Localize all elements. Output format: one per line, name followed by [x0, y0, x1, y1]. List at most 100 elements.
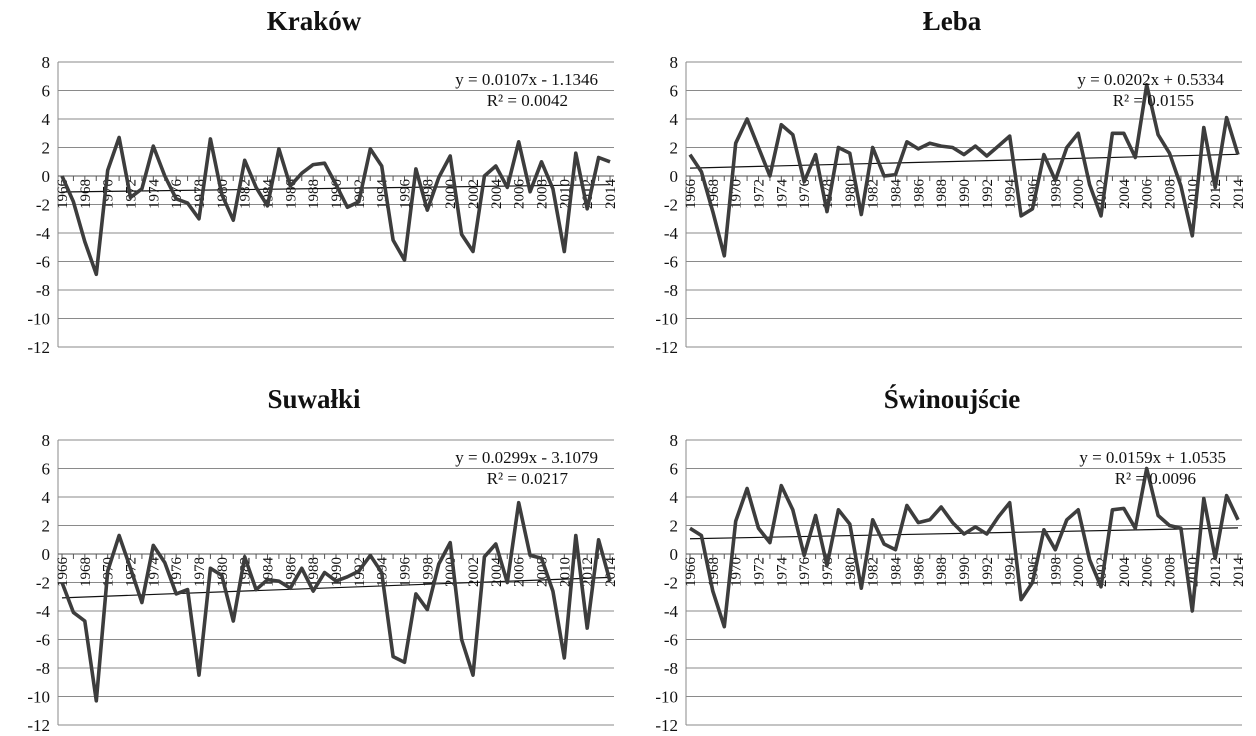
x-tick-label: 1986	[283, 557, 299, 588]
x-tick-label: 1996	[398, 557, 414, 588]
chart-title: Łeba	[922, 6, 982, 36]
y-tick-label: -10	[655, 310, 678, 329]
x-tick-label: 2012	[1208, 179, 1224, 209]
x-tick-label: 1988	[934, 557, 950, 587]
x-tick-label: 1986	[911, 557, 927, 588]
y-tick-label: 8	[670, 53, 679, 72]
data-series-line	[688, 83, 1240, 258]
x-tick-label: 1978	[192, 557, 208, 587]
trendline-equation: y = 0.0202x + 0.5334	[1077, 70, 1224, 89]
x-tick-label: 1988	[934, 179, 950, 209]
y-tick-label: 6	[670, 82, 679, 101]
y-tick-label: -2	[664, 574, 678, 593]
y-tick-label: -8	[36, 281, 50, 300]
x-tick-label: 1976	[797, 557, 813, 588]
trendline-r2: R² = 0.0155	[1113, 91, 1194, 110]
x-tick-label: 2014	[1231, 179, 1247, 210]
y-tick-label: -6	[664, 631, 678, 650]
y-tick-label: 4	[670, 110, 679, 129]
y-tick-label: -4	[664, 224, 679, 243]
x-tick-label: 1992	[980, 557, 996, 587]
x-tick-label: 1976	[169, 179, 185, 210]
x-tick-label: 1986	[283, 179, 299, 210]
x-tick-label: 1988	[306, 179, 322, 209]
y-tick-label: -6	[36, 253, 50, 272]
x-tick-label: 2004	[1117, 557, 1133, 588]
y-tick-label: -2	[36, 574, 50, 593]
y-tick-label: 2	[42, 139, 51, 158]
x-tick-label: 1996	[398, 179, 414, 210]
chart-title: Świnoujście	[883, 384, 1021, 414]
y-tick-label: -12	[27, 338, 50, 357]
data-series-line	[60, 500, 612, 703]
y-tick-label: -2	[664, 196, 678, 215]
chart-panel-leba: Łeba 8 6 4 2 0 -2 -4 -6 -8 -10 -12 1966 1968 1970 1972…	[628, 0, 1256, 368]
data-series-line	[689, 466, 1240, 629]
y-tick-label: 4	[670, 488, 679, 507]
x-tick-label: 1990	[329, 179, 345, 209]
y-tick-label: -10	[27, 688, 50, 707]
x-tick-label: 1982	[866, 179, 882, 209]
trendline-r2: R² = 0.0217	[487, 469, 569, 488]
y-tick-label: -12	[27, 716, 50, 735]
y-tick-label: 2	[670, 139, 679, 158]
y-tick-label: -12	[655, 338, 678, 357]
x-tick-label: 2014	[603, 179, 619, 210]
y-tick-label: 0	[670, 545, 679, 564]
x-tick-label: 2004	[489, 179, 505, 210]
x-tick-label: 2008	[535, 179, 551, 209]
y-tick-label: -8	[664, 659, 678, 678]
x-tick-label: 2006	[512, 179, 528, 210]
y-tick-label: 6	[42, 460, 51, 479]
x-tick-label: 1974	[774, 557, 790, 588]
y-tick-label: -12	[655, 716, 678, 735]
x-tick-label: 2000	[1071, 557, 1087, 587]
x-tick-label: 2006	[1140, 557, 1156, 588]
x-tick-label: 1966	[683, 557, 699, 588]
x-tick-label: 1988	[306, 557, 322, 587]
x-tick-label: 1982	[866, 557, 882, 587]
trendline-equation: y = 0.0107x - 1.1346	[455, 70, 598, 89]
chart-title: Suwałki	[267, 384, 361, 414]
y-tick-label: -10	[655, 688, 678, 707]
x-tick-label: 1994	[1003, 179, 1019, 210]
chart-panel-krakow: Kraków 8 6 4 2 0 -2 -4 -6 -8 -10 -12 1966 1968 1970 19…	[0, 0, 628, 368]
x-tick-label: 1974	[774, 179, 790, 210]
x-tick-label: 2002	[466, 557, 482, 587]
x-tick-label: 2006	[1140, 179, 1156, 210]
chart-panel-swinoujscie: Świnoujście 8 6 4 2 0 -2 -4 -6 -8 -10 -12 1966 1968 1…	[628, 378, 1256, 736]
x-tick-label: 1990	[957, 179, 973, 209]
x-tick-label: 1976	[169, 557, 185, 588]
y-tick-label: -4	[36, 224, 51, 243]
y-tick-label: 4	[42, 488, 51, 507]
y-tick-label: -8	[36, 659, 50, 678]
data-series-line	[60, 135, 611, 277]
y-tick-label: -8	[664, 281, 678, 300]
y-tick-label: -6	[664, 253, 678, 272]
y-tick-label: 6	[42, 82, 51, 101]
x-tick-label: 1966	[55, 557, 71, 588]
y-tick-label: 8	[42, 53, 51, 72]
x-tick-label: 1976	[797, 179, 813, 210]
x-tick-label: 1978	[820, 557, 836, 587]
y-tick-label: 6	[670, 460, 679, 479]
chart-panel-suwalki: Suwałki 8 6 4 2 0 -2 -4 -6 -8 -10 -12 1966 1968 1970 1…	[0, 378, 628, 736]
trendline	[61, 576, 611, 599]
x-tick-label: 2008	[1163, 179, 1179, 209]
y-tick-label: 8	[670, 431, 679, 450]
x-tick-label: 1998	[1048, 557, 1064, 587]
x-tick-label: 2008	[1163, 557, 1179, 587]
x-tick-label: 2006	[512, 557, 528, 588]
x-tick-label: 2004	[1117, 179, 1133, 210]
trendline-r2: R² = 0.0042	[487, 91, 568, 110]
y-tick-label: 2	[42, 517, 51, 536]
x-tick-label: 1984	[889, 557, 905, 588]
y-tick-label: -4	[664, 602, 679, 621]
x-tick-label: 1974	[146, 179, 162, 210]
x-tick-label: 1968	[78, 557, 94, 587]
x-tick-label: 1998	[1048, 179, 1064, 209]
x-tick-label: 1982	[238, 179, 254, 209]
